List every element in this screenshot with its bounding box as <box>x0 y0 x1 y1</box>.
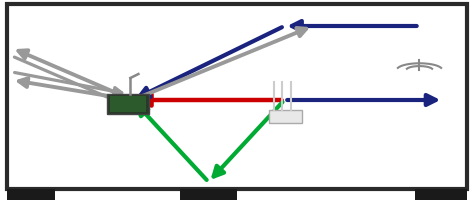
Bar <box>415 189 467 200</box>
Bar <box>269 110 302 123</box>
Bar <box>107 94 149 114</box>
Bar <box>110 96 146 112</box>
Bar <box>180 189 237 200</box>
Bar <box>7 189 55 200</box>
